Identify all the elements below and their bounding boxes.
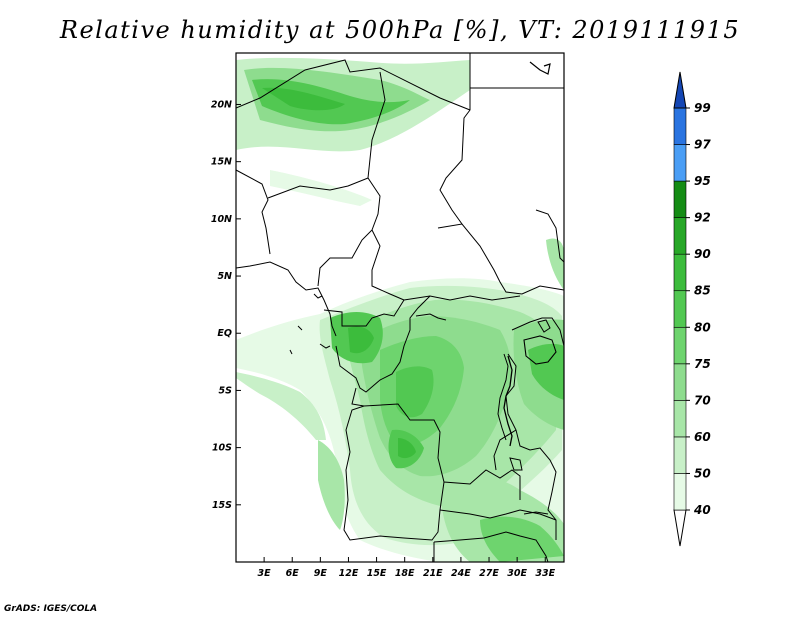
colorbar-segment: [673, 436, 687, 474]
lat-tick-label: 15S: [212, 500, 232, 511]
colorbar-segment: [673, 217, 687, 255]
lat-tick-label: EQ: [217, 328, 232, 339]
grads-credit: GrADS: IGES/COLA: [4, 604, 98, 614]
colorbar-segment: [673, 363, 687, 401]
lat-tick-label: 15N: [211, 157, 232, 168]
colorbar-label: 75: [694, 357, 711, 371]
colorbar-label: 92: [694, 211, 711, 225]
lon-tick-label: 18E: [395, 568, 415, 579]
lat-tick-label: 20N: [211, 99, 232, 110]
lon-tick-label: 12E: [339, 568, 359, 579]
colorbar-label: 40: [693, 503, 711, 517]
colorbar-segment: [673, 400, 687, 438]
colorbar: 40 50 60 70 75 80 85 90 92 95 97 99: [673, 71, 711, 547]
colorbar-label: 85: [694, 284, 711, 298]
humidity-field: [236, 57, 564, 562]
colorbar-segment: [673, 290, 687, 328]
lon-tick-label: 9E: [314, 568, 328, 579]
colorbar-label: 50: [694, 466, 711, 480]
lon-tick-label: 6E: [286, 568, 300, 579]
colorbar-segment: [673, 253, 687, 292]
colorbar-label: 90: [694, 247, 711, 261]
latitude-axis: 20N 15N 10N 5N EQ 5S 10S 15S: [211, 99, 241, 511]
colorbar-high-triangle: [673, 71, 687, 109]
colorbar-segment: [673, 180, 687, 218]
colorbar-label: 80: [694, 320, 711, 334]
lon-tick-label: 3E: [258, 568, 272, 579]
colorbar-segment: [673, 144, 687, 182]
country-borders: [236, 53, 564, 562]
colorbar-label: 99: [694, 101, 711, 115]
colorbar-segment: [673, 473, 687, 511]
lon-tick-label: 33E: [535, 568, 555, 579]
lon-tick-label: 27E: [479, 568, 499, 579]
colorbar-low-triangle: [673, 509, 687, 547]
lon-tick-label: 15E: [367, 568, 387, 579]
map-title: Relative humidity at 500hPa [%], VT: 201…: [59, 16, 741, 44]
lon-tick-label: 24E: [451, 568, 471, 579]
lon-tick-label: 30E: [507, 568, 527, 579]
colorbar-label: 70: [694, 393, 711, 407]
lat-tick-label: 10S: [212, 443, 232, 454]
colorbar-label: 95: [694, 174, 711, 188]
lat-tick-label: 5S: [219, 385, 233, 396]
map-frame: [235, 52, 565, 563]
colorbar-label: 97: [694, 138, 711, 152]
colorbar-segment: [673, 107, 687, 145]
lat-tick-label: 5N: [217, 271, 232, 282]
lon-tick-label: 21E: [423, 568, 443, 579]
longitude-axis: 3E 6E 9E 12E 15E 18E 21E 24E 27E 30E 33E: [258, 557, 556, 579]
colorbar-segment: [673, 326, 687, 365]
lat-tick-label: 10N: [211, 214, 232, 225]
colorbar-label: 60: [694, 430, 711, 444]
